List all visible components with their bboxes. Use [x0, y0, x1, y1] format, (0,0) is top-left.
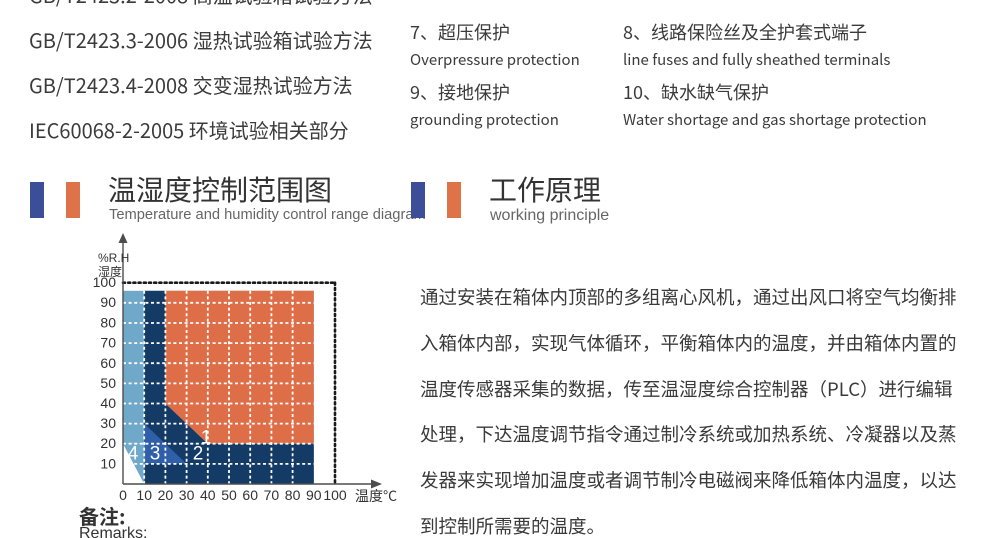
svg-text:100: 100 — [323, 487, 347, 503]
svg-text:60: 60 — [100, 355, 116, 371]
svg-text:2: 2 — [193, 444, 204, 465]
svg-text:30: 30 — [100, 415, 116, 431]
svg-text:90: 90 — [100, 294, 116, 310]
svg-text:70: 70 — [100, 335, 116, 351]
svg-text:4: 4 — [128, 444, 139, 465]
svg-text:10: 10 — [136, 487, 152, 503]
svg-text:10: 10 — [100, 456, 116, 472]
svg-text:60: 60 — [242, 487, 258, 503]
svg-text:30: 30 — [179, 487, 195, 503]
svg-text:90: 90 — [306, 487, 322, 503]
svg-text:50: 50 — [221, 487, 237, 503]
svg-text:湿度: 湿度 — [98, 263, 122, 280]
svg-text:80: 80 — [100, 315, 116, 331]
svg-text:40: 40 — [200, 487, 216, 503]
svg-text:40: 40 — [100, 395, 116, 411]
svg-text:50: 50 — [100, 375, 116, 391]
svg-text:温度°C: 温度°C — [355, 486, 397, 506]
svg-text:20: 20 — [158, 487, 174, 503]
svg-text:80: 80 — [285, 487, 301, 503]
svg-text:3: 3 — [150, 444, 161, 465]
svg-text:70: 70 — [264, 487, 280, 503]
svg-text:20: 20 — [100, 435, 116, 451]
